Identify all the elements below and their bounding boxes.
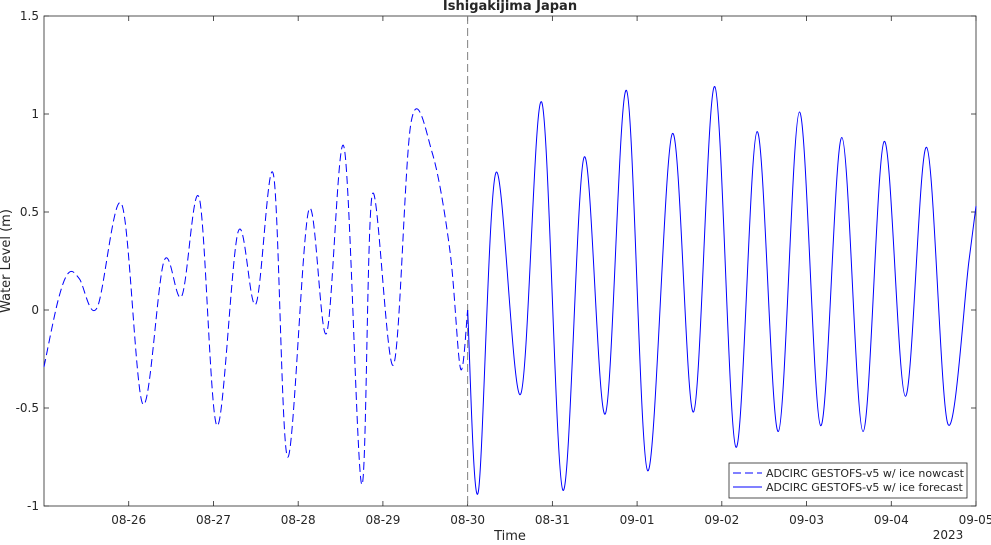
y-tick-label: -0.5: [16, 401, 39, 415]
x-tick-label: 09-05: [959, 513, 991, 527]
series-layer: [43, 86, 977, 495]
y-tick-label: -1: [27, 499, 39, 513]
x-tick-label: 08-28: [281, 513, 316, 527]
x-tick-label: 08-26: [111, 513, 146, 527]
x-tick-label: 09-02: [704, 513, 739, 527]
x-tick-label: 09-03: [789, 513, 824, 527]
y-tick-label: 0: [31, 303, 39, 317]
axis-ticks: -1 -0.5 0 0.5 1 1.5 08-26 08-27 08-28 08-29 08-30 0…: [16, 9, 991, 527]
x-tick-label: 09-01: [620, 513, 655, 527]
legend: ADCIRC GESTOFS-v5 w/ ice nowcast ADCIRC …: [728, 462, 968, 499]
y-axis-title: Water Level (m): [0, 209, 14, 313]
y-tick-label: 1.5: [20, 9, 39, 23]
chart-title: Ishigakijima Japan: [443, 0, 577, 14]
plot-area: [43, 15, 977, 507]
x-tick-label: 08-29: [365, 513, 400, 527]
legend-box: [728, 462, 968, 499]
x-tick-label: 08-30: [450, 513, 485, 527]
legend-label-forecast: ADCIRC GESTOFS-v5 w/ ice forecast: [766, 481, 964, 494]
y-tick-label: 0.5: [20, 205, 39, 219]
x-tick-label: 08-27: [196, 513, 231, 527]
x-tick-label: 08-31: [535, 513, 570, 527]
legend-label-nowcast: ADCIRC GESTOFS-v5 w/ ice nowcast: [766, 467, 965, 480]
y-tick-label: 1: [31, 107, 39, 121]
year-label: 2023: [933, 528, 964, 541]
x-tick-label: 09-04: [874, 513, 909, 527]
series-line-nowcast: [43, 108, 469, 485]
series-line-forecast: [467, 86, 977, 495]
x-axis-title: Time: [493, 529, 526, 541]
